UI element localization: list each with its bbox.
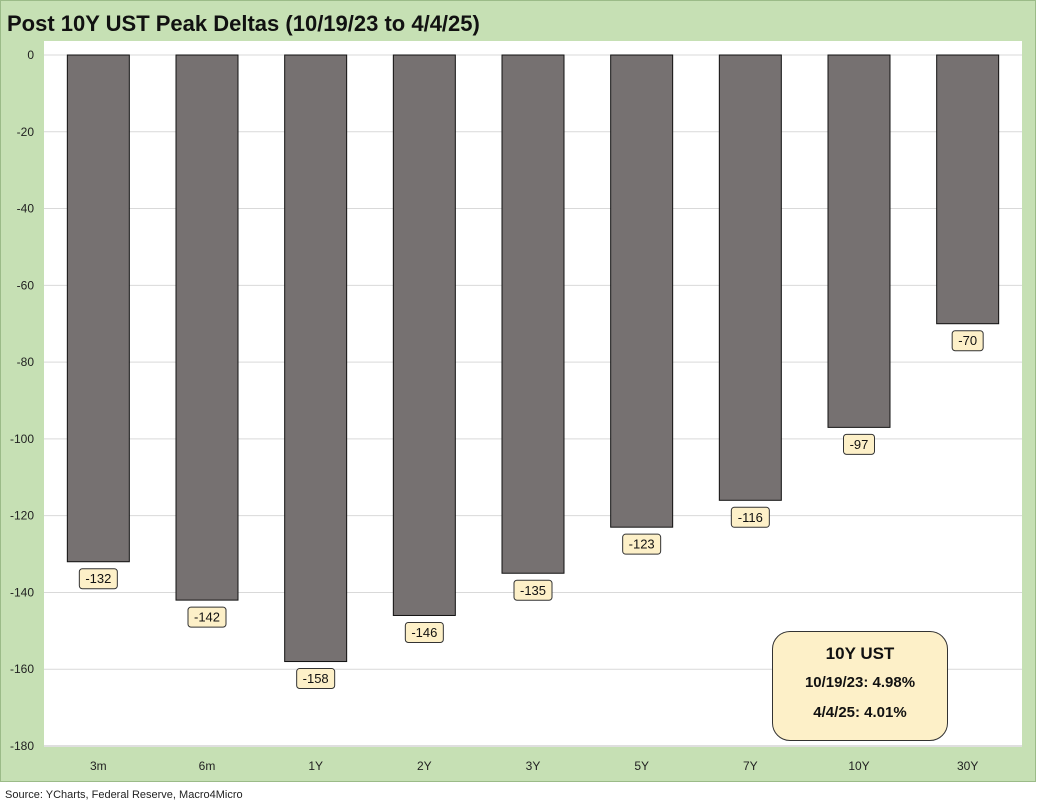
data-label-box <box>404 621 444 643</box>
bar <box>501 54 565 574</box>
chart-title: Post 10Y UST Peak Deltas (10/19/23 to 4/… <box>7 11 480 36</box>
y-tick-label: -60 <box>17 278 35 292</box>
data-label: -97 <box>850 437 869 452</box>
data-label: -135 <box>520 583 546 598</box>
data-label: -146 <box>411 625 437 640</box>
bars-layer <box>66 54 1000 663</box>
y-tick-label: -40 <box>17 202 35 216</box>
bar <box>175 54 239 601</box>
annotation-line-1: 10/19/23: 4.98% <box>804 674 916 691</box>
x-tick-label: 7Y <box>743 759 758 773</box>
annotation-line-2: 4/4/25: 4.01% <box>813 704 907 721</box>
data-label-box <box>622 533 662 555</box>
x-tick-label: 1Y <box>308 759 323 773</box>
data-label-box <box>513 579 553 601</box>
data-label-box <box>296 668 336 690</box>
data-label: -142 <box>194 610 220 625</box>
y-tick-label: -80 <box>17 355 35 369</box>
y-tick-label: -120 <box>10 509 34 523</box>
data-label: -123 <box>629 537 655 552</box>
bar <box>66 54 130 563</box>
data-label-box <box>78 568 118 590</box>
chart-frame: Post 10Y UST Peak Deltas (10/19/23 to 4/… <box>0 0 1036 782</box>
data-label: -116 <box>738 510 763 525</box>
bar <box>284 54 348 663</box>
y-tick-label: -160 <box>10 662 34 676</box>
x-tick-label: 3m <box>90 759 107 773</box>
annotation-title: 10Y UST <box>825 644 895 663</box>
source-note: Source: YCharts, Federal Reserve, Macro4… <box>5 789 243 801</box>
data-label: -132 <box>85 571 111 586</box>
axis-layer: 0 -20 -40 -60 -80 -100 -120 -140 -160 -180 3m 6m 1Y 2… <box>10 48 1022 773</box>
bar <box>610 54 674 528</box>
bar <box>936 54 1000 325</box>
x-tick-label: 10Y <box>848 759 869 773</box>
labels-layer: -132 -142 -158 -146 -135 -123 -116 -97 -70 <box>78 330 984 690</box>
data-label: -158 <box>303 671 329 686</box>
x-tick-label: 3Y <box>526 759 541 773</box>
y-tick-label: -180 <box>10 739 34 753</box>
x-tick-label: 6m <box>199 759 216 773</box>
data-label: -70 <box>958 333 977 348</box>
data-label-box <box>730 506 770 528</box>
annotation-box: 10Y UST 10/19/23: 4.98% 4/4/25: 4.01% <box>772 631 948 741</box>
chart-svg: -132 -142 -158 -146 -135 -123 -116 -97 -70 0 -20 -… <box>10 48 1022 773</box>
y-tick-label: -20 <box>17 125 35 139</box>
y-tick-label: -100 <box>10 432 34 446</box>
data-label-box <box>843 433 875 455</box>
data-label-box <box>187 606 227 628</box>
bar <box>392 54 456 616</box>
x-tick-label: 30Y <box>957 759 978 773</box>
x-tick-label: 2Y <box>417 759 432 773</box>
data-label-box <box>951 330 984 352</box>
y-tick-label: -140 <box>10 585 34 599</box>
y-tick-label: 0 <box>27 48 34 62</box>
x-tick-label: 5Y <box>634 759 649 773</box>
bar <box>718 54 782 501</box>
bar <box>827 54 891 428</box>
